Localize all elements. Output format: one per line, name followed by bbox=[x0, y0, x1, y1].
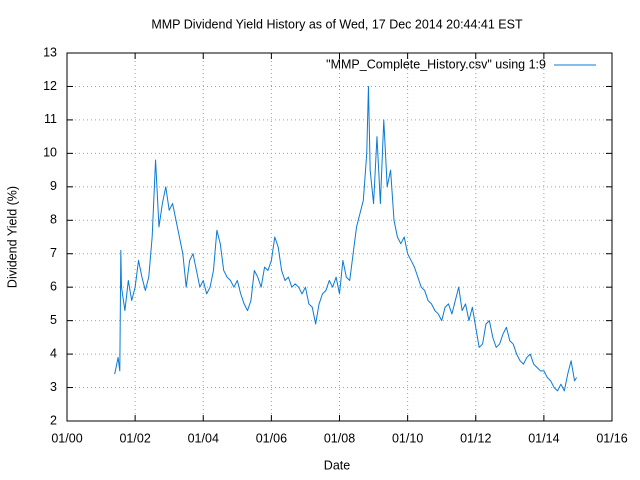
y-tick-label: 7 bbox=[50, 246, 57, 260]
x-tick-label: 01/08 bbox=[324, 431, 355, 445]
y-tick-label: 4 bbox=[50, 346, 57, 360]
x-tick-label: 01/16 bbox=[596, 431, 627, 445]
y-tick-label: 9 bbox=[50, 179, 57, 193]
y-tick-label: 12 bbox=[43, 79, 57, 93]
y-tick-label: 2 bbox=[50, 413, 57, 427]
y-tick-label: 13 bbox=[43, 45, 57, 59]
y-tick-label: 3 bbox=[50, 380, 57, 394]
legend-label: "MMP_Complete_History.csv" using 1:9 bbox=[326, 57, 546, 71]
y-tick-label: 5 bbox=[50, 313, 57, 327]
x-tick-label: 01/06 bbox=[256, 431, 287, 445]
y-tick-label: 10 bbox=[43, 146, 57, 160]
x-tick-label: 01/12 bbox=[460, 431, 491, 445]
x-axis-label: Date bbox=[324, 458, 350, 472]
y-tick-label: 6 bbox=[50, 279, 57, 293]
chart-title: MMP Dividend Yield History as of Wed, 17… bbox=[151, 17, 523, 31]
y-axis-label: Dividend Yield (%) bbox=[5, 186, 19, 288]
plot-border bbox=[66, 52, 613, 422]
x-tick-label: 01/00 bbox=[51, 431, 82, 445]
y-tick-label: 8 bbox=[50, 213, 57, 227]
x-tick-label: 01/10 bbox=[392, 431, 423, 445]
x-tick-label: 01/04 bbox=[188, 431, 219, 445]
y-tick-label: 11 bbox=[44, 112, 57, 126]
data-line bbox=[114, 85, 578, 392]
x-tick-label: 01/14 bbox=[528, 431, 559, 445]
x-tick-label: 01/02 bbox=[119, 431, 150, 445]
